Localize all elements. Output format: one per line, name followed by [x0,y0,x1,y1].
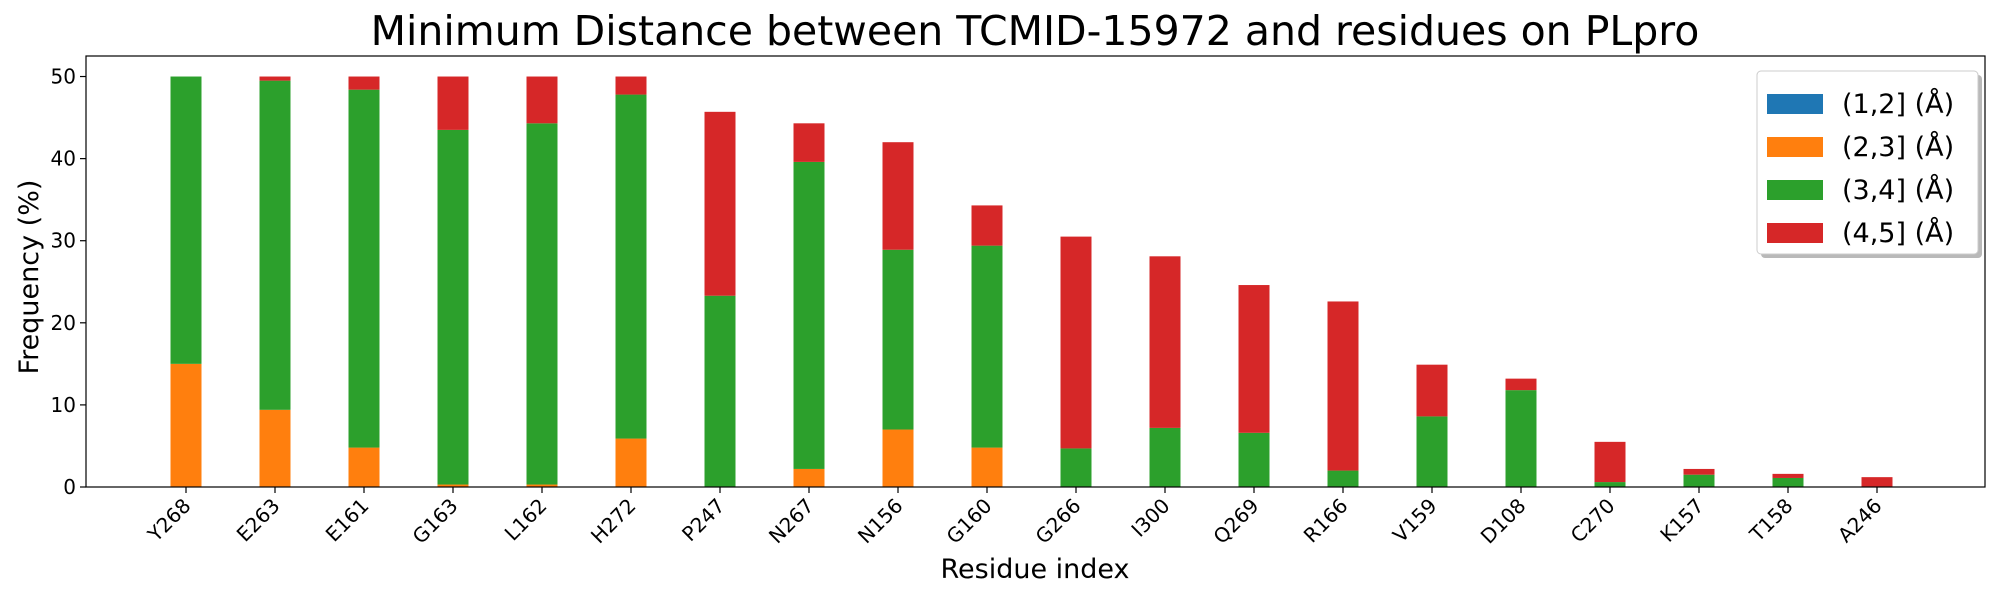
y-tick-label: 20 [51,311,76,335]
legend-swatch [1767,94,1823,114]
bar-L162-series-2 [526,123,558,485]
bar-E263-series-3 [259,76,291,81]
bar-C270-series-3 [1594,441,1626,483]
x-tick-label: H272 [586,494,641,549]
bar-G163-series-2 [437,129,469,485]
bar-G266-series-3 [1060,236,1092,449]
bar-G163-series-1 [437,484,469,487]
y-tick-label: 40 [51,147,76,171]
y-tick-label: 30 [51,229,76,253]
legend-label: (1,2] (Å) [1842,88,1954,120]
bar-D108-series-3 [1505,378,1537,391]
bar-Q269-series-3 [1238,285,1270,433]
legend-label: (2,3] (Å) [1842,131,1954,163]
x-tick-label: G266 [1031,494,1086,549]
bar-E161-series-3 [348,76,380,90]
bar-H272-series-2 [615,94,647,439]
bar-V159-series-2 [1416,416,1448,487]
bar-E161-series-1 [348,447,380,487]
bar-P247-series-3 [704,111,736,296]
bar-R166-series-2 [1327,470,1359,487]
x-tick-label: A246 [1833,494,1887,548]
bar-N156-series-1 [882,429,914,487]
x-tick-label: R166 [1299,494,1353,548]
bar-D108-series-2 [1505,390,1537,487]
x-tick-label: E263 [232,494,285,547]
legend-swatch [1767,180,1823,200]
x-axis-label: Residue index [940,554,1129,585]
bar-T158-series-3 [1772,473,1804,478]
bar-G163-series-3 [437,76,469,130]
legend: (1,2] (Å) (2,3] (Å) (3,4] (Å) (4,5] (Å) [1756,70,1982,258]
plot-area: 0 10 20 30 40 50 Y268 E263 E161 G163 L162 H272 P247 N… [51,55,1986,549]
bar-L162-series-1 [526,484,558,487]
bar-E263-series-1 [259,409,291,487]
x-tick-label: N267 [764,494,819,549]
legend-box [1756,70,1979,255]
x-tick-label: L162 [500,494,552,546]
bar-T158-series-2 [1772,477,1804,487]
bar-R166-series-3 [1327,301,1359,471]
x-tick-label: P247 [677,494,729,546]
bar-V159-series-3 [1416,364,1448,417]
bar-N156-series-3 [882,142,914,250]
x-tick-label: K157 [1655,494,1708,547]
x-tick-label: N156 [853,494,908,549]
bar-E263-series-2 [259,80,291,410]
bar-N267-series-1 [793,468,825,487]
bar-Y268-series-2 [170,76,202,364]
x-tick-label: E161 [321,494,374,547]
bar-I300-series-2 [1149,427,1181,487]
bar-C270-series-2 [1594,482,1626,487]
y-axis-label: Frequency (%) [14,180,45,375]
bar-L162-series-3 [526,76,558,124]
bar-N156-series-2 [882,249,914,430]
x-tick-label: G163 [408,494,463,549]
bar-G160-series-3 [971,205,1003,246]
x-tick-label: G160 [942,494,997,549]
x-tick-label: C270 [1566,494,1620,548]
x-tick-label: I300 [1126,494,1174,542]
bar-K157-series-3 [1683,468,1715,475]
x-tick-label: D108 [1476,494,1531,549]
x-tick-label: V159 [1388,494,1442,548]
legend-label: (3,4] (Å) [1842,174,1954,206]
legend-swatch [1767,223,1823,243]
bar-E161-series-2 [348,89,380,448]
bar-P247-series-2 [704,295,736,487]
legend-swatch [1767,137,1823,157]
bar-K157-series-2 [1683,474,1715,487]
y-tick-label: 50 [51,65,76,89]
bar-A246-series-3 [1861,477,1893,487]
axes-frame [85,55,1986,488]
bar-I300-series-3 [1149,256,1181,428]
legend-label: (4,5] (Å) [1842,217,1954,249]
bar-H272-series-3 [615,76,647,95]
x-tick-label: Q269 [1208,494,1263,549]
bar-N267-series-3 [793,123,825,162]
x-tick-label: T158 [1744,494,1797,547]
y-tick-label: 10 [51,393,76,417]
bar-Q269-series-2 [1238,432,1270,487]
chart-title: Minimum Distance between TCMID-15972 and… [371,7,1700,55]
x-tick-label: Y268 [142,494,195,547]
y-tick-label: 0 [63,475,76,499]
bar-H272-series-1 [615,438,647,487]
bar-Y268-series-1 [170,363,202,487]
bar-G266-series-2 [1060,448,1092,487]
bar-N267-series-2 [793,161,825,469]
bar-G160-series-1 [971,447,1003,487]
bar-G160-series-2 [971,245,1003,448]
